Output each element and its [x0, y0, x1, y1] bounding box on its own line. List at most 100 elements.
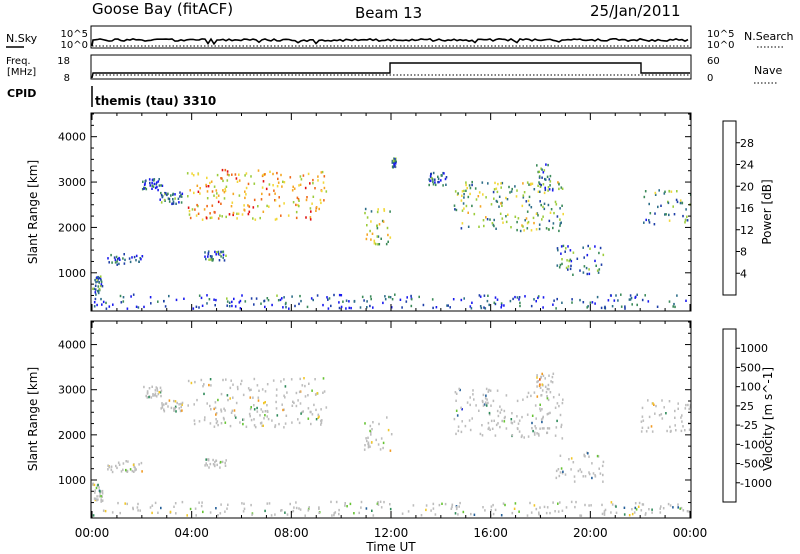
echo-cell [568, 458, 570, 461]
echo-cell [250, 503, 252, 507]
echo-cell [256, 410, 259, 413]
echo-cell [686, 219, 689, 222]
echo-cell [172, 202, 175, 205]
echo-cell [161, 402, 163, 405]
echo-cell [151, 511, 153, 515]
echo-cell [541, 372, 543, 376]
echo-cell [418, 295, 420, 299]
echo-cell [165, 402, 168, 405]
echo-cell [461, 222, 464, 225]
echo-cell [278, 204, 281, 208]
echo-cell [483, 224, 485, 228]
echo-cell [366, 439, 368, 443]
echo-cell [570, 457, 573, 460]
echo-cell [490, 203, 493, 206]
echo-cell [304, 384, 306, 388]
echo-cell [149, 296, 152, 299]
echo-cell [561, 301, 563, 304]
echo-cell [157, 392, 160, 396]
echo-cell [559, 222, 562, 225]
echo-cell [308, 506, 310, 509]
echo-cell [461, 209, 464, 212]
x-tick-label: 12:00 [374, 526, 409, 540]
echo-cell [394, 158, 396, 161]
echo-cell [242, 422, 244, 426]
echo-cell [144, 186, 147, 190]
echo-cell [292, 509, 295, 513]
echo-cell [291, 404, 294, 407]
echo-cell [202, 510, 204, 514]
echo-cell [298, 390, 301, 394]
echo-cell [376, 210, 379, 214]
echo-cell [224, 168, 227, 172]
echo-cell [468, 419, 471, 422]
echo-cell [516, 189, 518, 192]
echo-cell [382, 446, 384, 450]
echo-cell [122, 257, 124, 260]
echo-cell [434, 178, 436, 181]
echo-cell [545, 390, 548, 394]
echo-cell [311, 389, 313, 392]
echo-cell [97, 285, 100, 288]
echo-cell [245, 186, 248, 190]
echo-cell [369, 229, 371, 233]
echo-cell [432, 502, 435, 506]
echo-cell [161, 406, 164, 409]
echo-cell [299, 294, 301, 298]
echo-cell [536, 380, 538, 384]
freq-right-tick-bottom: 0 [707, 73, 713, 84]
echo-cell [519, 301, 521, 305]
echo-cell [519, 304, 521, 308]
echo-cell [478, 294, 481, 297]
echo-cell [542, 374, 545, 377]
echo-cell [293, 187, 296, 190]
echo-cell [283, 296, 285, 299]
echo-cell [181, 192, 184, 195]
echo-cell [217, 200, 220, 204]
echo-cell [217, 194, 220, 197]
echo-cell [672, 506, 674, 509]
echo-cell [488, 413, 491, 416]
echo-cell [342, 300, 344, 303]
echo-cell [382, 301, 384, 305]
echo-cell [676, 294, 678, 297]
echo-cell [316, 294, 319, 297]
echo-cell [679, 507, 681, 510]
echo-cell [373, 239, 376, 242]
colorbar-tick-label: 500 [740, 361, 761, 374]
echo-cell [510, 190, 513, 193]
echo-cell [485, 216, 487, 219]
echo-cell [110, 465, 113, 468]
echo-cell [530, 229, 533, 232]
echo-cell [262, 180, 265, 183]
echo-cell [340, 294, 343, 297]
echo-cell [432, 183, 435, 186]
echo-cell [602, 480, 604, 483]
echo-cell [261, 410, 264, 413]
echo-cell [209, 462, 212, 466]
echo-cell [126, 307, 129, 310]
noise-sky-series [91, 37, 689, 47]
echo-cell [375, 438, 377, 442]
echo-cell [633, 511, 636, 514]
echo-cell [551, 189, 554, 192]
echo-cell [478, 409, 480, 412]
echo-cell [539, 514, 541, 517]
echo-cell [532, 216, 535, 220]
echo-cell [521, 204, 524, 208]
echo-cell [220, 392, 223, 396]
echo-cell [201, 304, 204, 307]
echo-cell [557, 502, 559, 505]
echo-cell [537, 214, 539, 217]
echo-cell [456, 414, 459, 417]
echo-cell [586, 253, 589, 257]
echo-cell [105, 307, 108, 310]
echo-cell [505, 220, 508, 224]
echo-cell [137, 306, 140, 309]
echo-cell [589, 301, 592, 304]
echo-cell [338, 508, 340, 512]
echo-cell [422, 303, 425, 307]
echo-cell [371, 428, 373, 431]
echo-cell [213, 194, 215, 197]
echo-cell [459, 388, 461, 392]
